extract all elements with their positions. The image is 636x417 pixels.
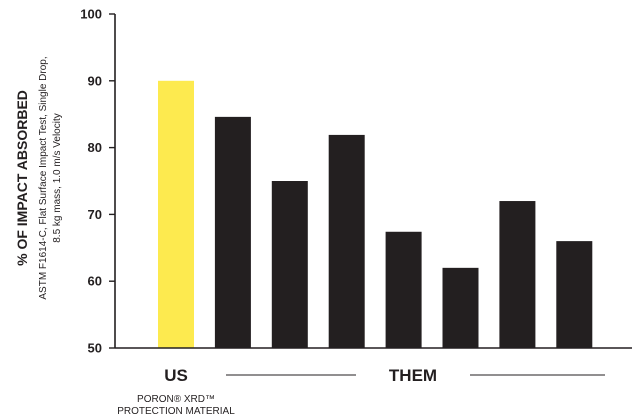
them-bar-7	[556, 241, 593, 348]
them-bar-3	[328, 134, 365, 348]
y-ticks-group: 50 60 70 80 90 100	[80, 7, 115, 356]
us-product-label-1: PORON® XRD™	[137, 394, 215, 405]
them-bar-6	[499, 201, 536, 348]
y-axis-sublabel-1: ASTM F1614-C, Flat Surface Impact Test, …	[38, 56, 49, 299]
us-product-label-2: PROTECTION MATERIAL	[117, 406, 235, 417]
y-axis-label: % OF IMPACT ABSORBED	[14, 90, 30, 266]
y-tick-label: 50	[88, 341, 102, 356]
y-tick-label: 100	[80, 7, 102, 22]
them-group-label: THEM	[389, 366, 437, 385]
y-tick-label: 70	[88, 207, 102, 222]
them-bar-2	[271, 181, 308, 348]
y-tick-label: 80	[88, 140, 102, 155]
us-group-label: US	[164, 366, 188, 385]
y-tick-label: 60	[88, 274, 102, 289]
them-bar-5	[442, 267, 479, 348]
bars-group	[158, 80, 593, 349]
them-bar-1	[214, 116, 251, 348]
y-tick-label: 90	[88, 73, 102, 88]
y-axis-sublabel-2: 8.5 kg mass, 1.0 m/s Velocity	[52, 113, 63, 243]
them-bar-4	[385, 231, 422, 348]
us-bar	[158, 80, 194, 349]
